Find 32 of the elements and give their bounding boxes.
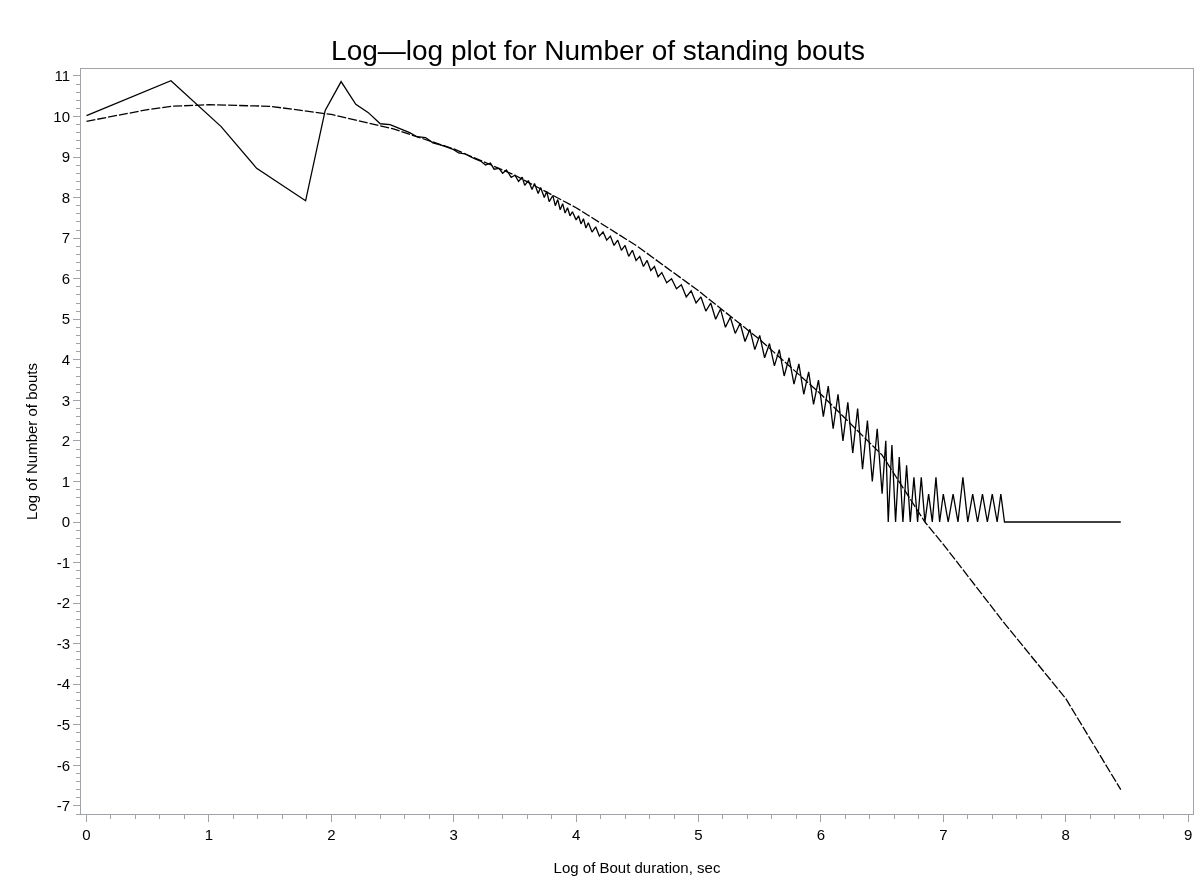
x-tick-label: 3	[449, 826, 458, 843]
y-tick-label: 7	[61, 229, 70, 247]
x-tick-label: 8	[1061, 826, 1070, 843]
y-tick-label: 6	[61, 269, 70, 287]
x-tick-label: 7	[939, 826, 948, 843]
chart-title: Log—log plot for Number of standing bouts	[331, 34, 865, 66]
x-tick-label: 5	[694, 826, 703, 843]
y-tick-label: 2	[61, 432, 70, 450]
x-tick-label: 6	[816, 826, 826, 843]
y-tick-label: 1	[61, 472, 70, 490]
y-tick-label: -2	[56, 594, 70, 612]
y-tick-label: -5	[56, 716, 70, 734]
x-tick-label: 9	[1183, 826, 1193, 843]
y-tick-label: -1	[56, 553, 70, 571]
y-tick-label: -7	[56, 797, 70, 815]
y-tick-label: 3	[61, 391, 70, 409]
x-tick-label: 2	[327, 826, 336, 843]
y-axis-title: Log of Number of bouts	[22, 363, 40, 520]
y-tick-label: -3	[56, 634, 70, 652]
y-tick-label: 9	[61, 148, 70, 166]
y-tick-label: 8	[61, 188, 70, 206]
y-tick-label: 10	[53, 107, 70, 125]
y-tick-label: -6	[56, 756, 70, 774]
y-tick-label: 5	[61, 310, 70, 328]
y-tick-label: -4	[56, 675, 70, 693]
x-tick-label: 1	[204, 826, 214, 843]
x-tick-label: 4	[571, 826, 581, 843]
y-tick-label: 4	[61, 351, 70, 369]
y-tick-label: 0	[61, 513, 70, 531]
x-tick-label: 0	[82, 826, 91, 843]
y-tick-label: 11	[54, 67, 70, 85]
x-axis-title: Log of Bout duration, sec	[553, 859, 721, 876]
